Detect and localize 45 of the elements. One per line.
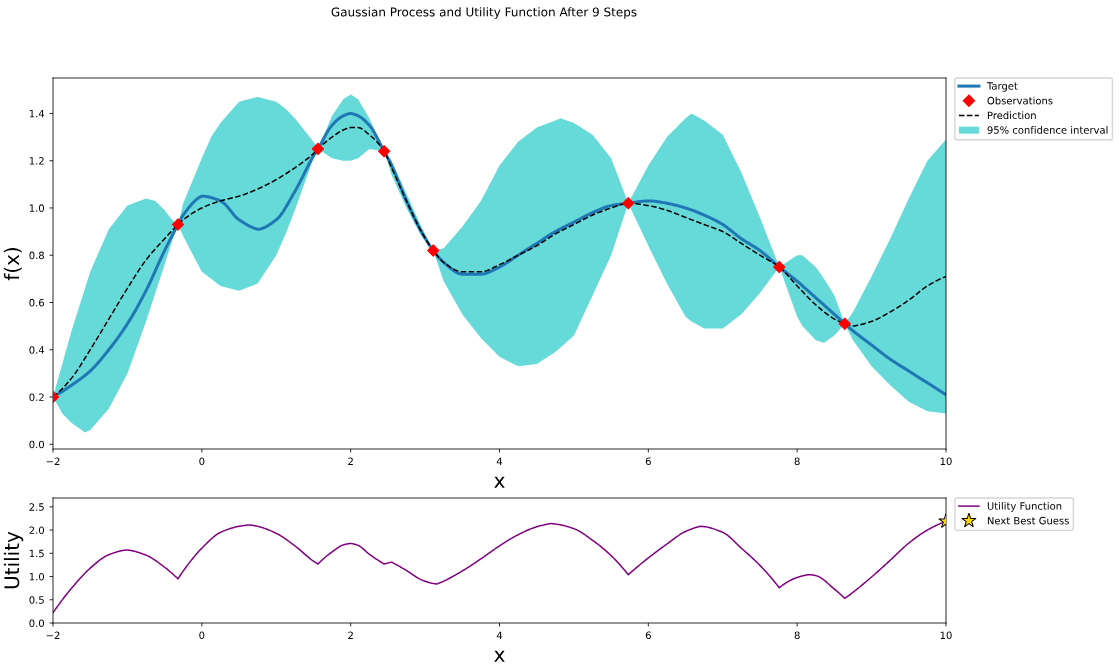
y-tick-label: 1.0 <box>29 204 44 212</box>
point <box>838 317 851 330</box>
legend-label: Next Best Guess <box>987 516 1069 525</box>
x-tick-label: 6 <box>645 631 651 640</box>
y-tick-label: 1.4 <box>29 109 45 118</box>
y-tick-label: 0.2 <box>29 393 44 401</box>
y-tick-label: 0.4 <box>29 346 45 354</box>
x-tick-label: −2 <box>46 631 60 639</box>
y-axis-title: Utility <box>3 531 24 589</box>
legend-label: Target <box>986 82 1018 92</box>
y-tick-label: 0.0 <box>29 619 44 627</box>
y-tick-label: 1.5 <box>29 549 44 558</box>
x-tick-label: 8 <box>794 631 800 640</box>
x-tick-label: 0 <box>199 457 205 466</box>
x-tick-label: 8 <box>794 457 800 466</box>
y-tick-label: 0.0 <box>29 440 44 449</box>
legend-label: Prediction <box>987 111 1036 120</box>
y-tick-label: 0.5 <box>29 596 44 604</box>
y-tick-label: 2.5 <box>29 503 44 511</box>
x-tick-label: 0 <box>199 631 205 640</box>
y-axis-title: f(x) <box>3 247 22 281</box>
legend-label: Utility Function <box>987 502 1062 512</box>
point <box>427 244 440 257</box>
y-tick-label: 2.0 <box>29 526 44 534</box>
x-tick-label: 2 <box>348 457 353 465</box>
x-axis-title: x <box>494 650 505 662</box>
x-tick-label: −2 <box>46 457 60 465</box>
point <box>622 197 635 210</box>
legend-label: Observations <box>987 96 1053 105</box>
x-tick-label: 10 <box>940 631 952 640</box>
x-tick-label: 4 <box>496 457 503 465</box>
point <box>773 260 786 274</box>
y-tick-label: 1.2 <box>29 157 44 165</box>
point <box>377 145 391 158</box>
legend-label: 95% confidence interval <box>987 126 1108 134</box>
y-tick-label: 0.8 <box>29 251 44 260</box>
point <box>311 142 325 156</box>
x-tick-label: 10 <box>940 457 952 466</box>
x-tick-label: 6 <box>645 457 651 466</box>
y-tick-label: 1.0 <box>29 572 44 581</box>
x-tick-label: 2 <box>348 631 353 639</box>
chart-title: Gaussian Process and Utility Function After 9 Steps <box>331 7 637 19</box>
y-tick-label: 0.6 <box>29 298 45 307</box>
x-tick-label: 4 <box>496 631 503 639</box>
x-axis-title: x <box>494 476 505 488</box>
